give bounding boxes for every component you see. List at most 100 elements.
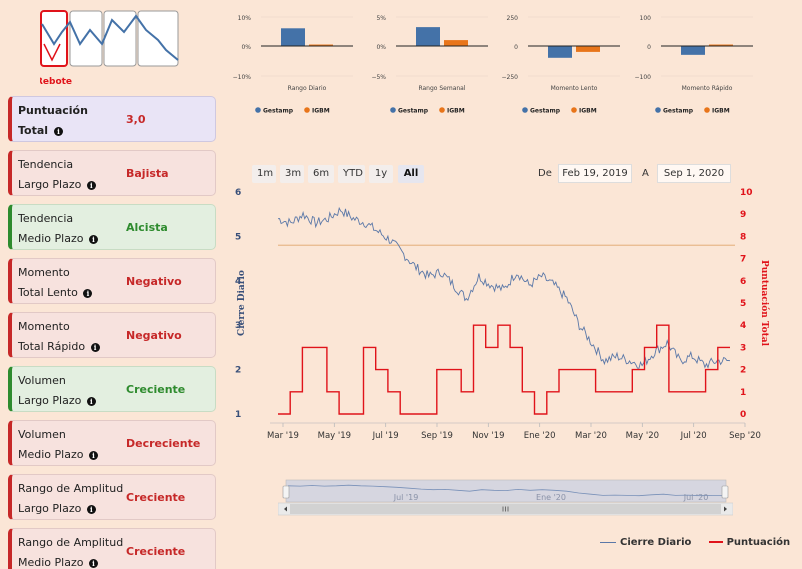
x-tick-label: Mar '19 bbox=[267, 431, 299, 441]
card-value: Creciente bbox=[126, 491, 186, 504]
mini-legend-gestamp[interactable]: Gestamp bbox=[663, 108, 694, 115]
legend-dot-icon bbox=[304, 107, 310, 113]
legend-dot-icon bbox=[704, 107, 710, 113]
card-label-2: Total i bbox=[18, 124, 63, 137]
info-icon[interactable]: i bbox=[83, 289, 93, 298]
mini-legend-igbm[interactable]: IGBM bbox=[579, 108, 597, 115]
rebote-logo: Rebote bbox=[36, 10, 180, 90]
right-tick: 1 bbox=[740, 388, 746, 398]
indicator-card[interactable]: Volumen Medio Plazo i Decreciente bbox=[8, 420, 216, 466]
mini-title: Rango Diario bbox=[288, 85, 327, 92]
range-button[interactable]: 6m bbox=[308, 165, 334, 183]
card-label-1: Tendencia bbox=[18, 212, 74, 225]
mini-chart: 250 0 −250 Momento Lento Gestamp IGBM bbox=[492, 10, 622, 120]
mini-legend-gestamp[interactable]: Gestamp bbox=[263, 108, 294, 115]
mini-legend-gestamp[interactable]: Gestamp bbox=[398, 108, 429, 115]
card-value: Alcista bbox=[126, 221, 168, 234]
navigator-left-handle[interactable] bbox=[282, 485, 290, 499]
mini-tick: 0% bbox=[241, 44, 251, 51]
right-tick: 10 bbox=[740, 188, 753, 198]
card-label-2-text: Largo Plazo bbox=[18, 502, 82, 515]
info-icon[interactable]: i bbox=[86, 397, 96, 406]
legend-score[interactable]: Puntuación bbox=[708, 537, 791, 548]
indicator-card[interactable]: Rango de Amplitud Medio Plazo i Creciente bbox=[8, 528, 216, 569]
range-button[interactable]: 3m bbox=[280, 165, 304, 183]
legend-score-label: Puntuación bbox=[726, 537, 791, 548]
mini-tick: −100 bbox=[635, 74, 652, 81]
x-tick-label: May '20 bbox=[626, 431, 659, 441]
card-value: Creciente bbox=[126, 383, 186, 396]
scroll-left-arrow-icon[interactable] bbox=[284, 506, 287, 512]
x-tick-label: Mar '20 bbox=[575, 431, 607, 441]
mini-bar-igbm bbox=[709, 44, 733, 47]
card-label-2: Medio Plazo i bbox=[18, 448, 98, 461]
right-tick: 9 bbox=[740, 210, 746, 220]
card-label-2-text: Largo Plazo bbox=[18, 394, 82, 407]
indicator-card[interactable]: Rango de Amplitud Largo Plazo i Creciente bbox=[8, 474, 216, 520]
right-tick: 8 bbox=[740, 232, 746, 242]
scroll-right-arrow-icon[interactable] bbox=[724, 506, 727, 512]
right-tick: 6 bbox=[740, 277, 746, 287]
card-label-2-text: Medio Plazo bbox=[18, 448, 84, 461]
card-value: 3,0 bbox=[126, 113, 146, 126]
card-label-1: Tendencia bbox=[18, 158, 74, 171]
mini-tick: 250 bbox=[507, 15, 519, 22]
card-label-1: Rango de Amplitud bbox=[18, 482, 124, 495]
info-icon[interactable]: i bbox=[86, 505, 96, 514]
navigator-right-handle[interactable] bbox=[721, 485, 729, 499]
left-tick: 5 bbox=[235, 232, 241, 242]
left-tick: 6 bbox=[235, 188, 241, 198]
card-label-1: Rango de Amplitud bbox=[18, 536, 124, 549]
card-label-2-text: Medio Plazo bbox=[18, 232, 84, 245]
navigator-tick: Jul '20 bbox=[683, 493, 709, 502]
info-icon[interactable]: i bbox=[53, 127, 63, 136]
info-icon[interactable]: i bbox=[88, 559, 98, 568]
mini-tick: −250 bbox=[502, 74, 519, 81]
legend-price-label: Cierre Diario bbox=[620, 537, 692, 548]
range-button[interactable]: All bbox=[398, 165, 424, 183]
mini-legend-igbm[interactable]: IGBM bbox=[712, 108, 730, 115]
date-from-input[interactable]: Feb 19, 2019 bbox=[558, 164, 632, 183]
left-tick: 3 bbox=[235, 321, 241, 331]
card-label-2: Largo Plazo i bbox=[18, 502, 96, 515]
legend-dot-icon bbox=[655, 107, 661, 113]
right-axis-title: Puntuación Total bbox=[759, 260, 770, 347]
indicator-card[interactable]: Volumen Largo Plazo i Creciente bbox=[8, 366, 216, 412]
range-button[interactable]: 1m bbox=[252, 165, 276, 183]
mini-tick: 10% bbox=[238, 15, 252, 22]
card-label-2-text: Total bbox=[18, 124, 49, 137]
range-button[interactable]: 1y bbox=[369, 165, 393, 183]
right-tick: 4 bbox=[740, 321, 746, 331]
mini-tick: 0 bbox=[647, 44, 651, 51]
mini-legend-igbm[interactable]: IGBM bbox=[447, 108, 465, 115]
mini-bar-gestamp bbox=[548, 46, 572, 58]
info-icon[interactable]: i bbox=[88, 451, 98, 460]
info-icon[interactable]: i bbox=[86, 181, 96, 190]
legend-dot-icon bbox=[390, 107, 396, 113]
date-to-input[interactable]: Sep 1, 2020 bbox=[657, 164, 731, 183]
chart-navigator[interactable]: Jul '19 Ene '20 Jul '20 bbox=[277, 478, 734, 518]
mini-bar-igbm bbox=[576, 46, 600, 52]
mini-legend-igbm[interactable]: IGBM bbox=[312, 108, 330, 115]
mini-tick: 5% bbox=[376, 15, 386, 22]
indicator-card[interactable]: Tendencia Largo Plazo i Bajista bbox=[8, 150, 216, 196]
mini-tick: −10% bbox=[233, 74, 252, 81]
indicator-card[interactable]: Tendencia Medio Plazo i Alcista bbox=[8, 204, 216, 250]
range-button[interactable]: YTD bbox=[338, 165, 365, 183]
info-icon[interactable]: i bbox=[88, 235, 98, 244]
legend-price[interactable]: Cierre Diario bbox=[600, 537, 691, 548]
left-tick: 2 bbox=[235, 366, 241, 376]
legend-dot-icon bbox=[439, 107, 445, 113]
indicator-card[interactable]: Momento Total Lento i Negativo bbox=[8, 258, 216, 304]
mini-chart: 100 0 −100 Momento Rápido Gestamp IGBM bbox=[625, 10, 755, 120]
logo-label: Rebote bbox=[40, 77, 72, 87]
card-value: Negativo bbox=[126, 329, 182, 342]
indicator-card[interactable]: Puntuación Total i 3,0 bbox=[8, 96, 216, 142]
left-axis-title: Cierre Diario bbox=[237, 270, 247, 336]
indicator-card[interactable]: Momento Total Rápido i Negativo bbox=[8, 312, 216, 358]
info-icon[interactable]: i bbox=[90, 343, 100, 352]
mini-chart: 5% 0% −5% Rango Semanal Gestamp IGBM bbox=[360, 10, 490, 120]
main-chart: 6 5 4 3 2 1 10 9 8 7 6 5 4 3 2 1 0 Mar '19 May '19 Jul '19 S… bbox=[230, 180, 790, 450]
mini-legend-gestamp[interactable]: Gestamp bbox=[530, 108, 561, 115]
date-to-label: A bbox=[642, 168, 649, 179]
